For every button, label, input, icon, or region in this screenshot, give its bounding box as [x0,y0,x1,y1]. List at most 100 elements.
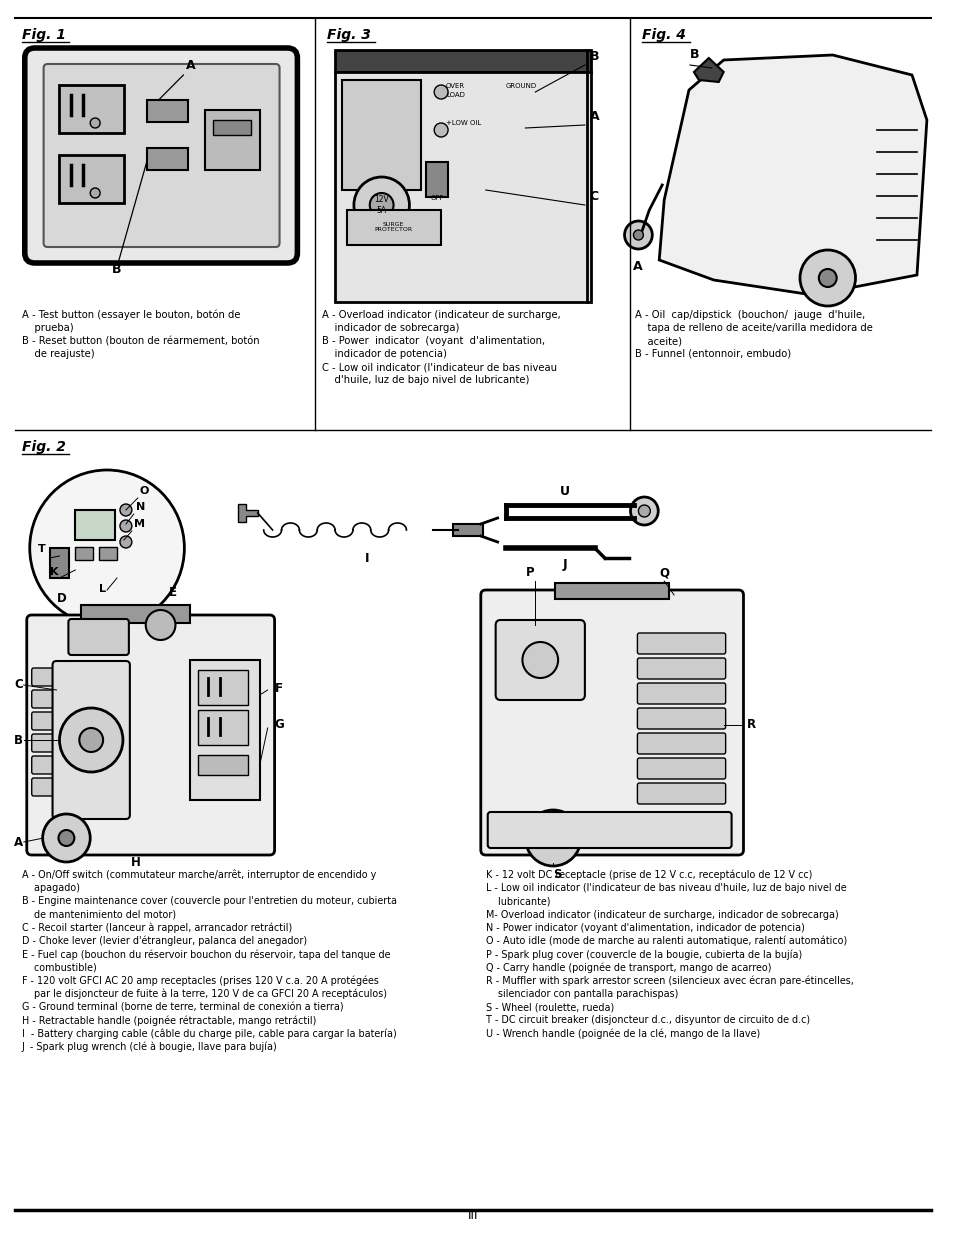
FancyBboxPatch shape [637,708,725,729]
Bar [213,120,251,135]
FancyBboxPatch shape [637,634,725,655]
Text: D - Choke lever (levier d'étrangleur, palanca del anegador): D - Choke lever (levier d'étrangleur, pa… [22,936,307,946]
Circle shape [624,221,652,249]
Text: indicador de sobrecarga): indicador de sobrecarga) [322,324,459,333]
Text: G: G [274,719,284,731]
Text: tapa de relleno de aceite/varilla medidora de: tapa de relleno de aceite/varilla medido… [635,324,872,333]
FancyBboxPatch shape [27,615,274,855]
FancyBboxPatch shape [487,811,731,848]
Text: iii: iii [467,1209,477,1221]
Text: 12V
5A: 12V 5A [374,195,389,215]
Text: A - Test button (essayer le bouton, botón de: A - Test button (essayer le bouton, botó… [22,310,240,321]
Bar [59,85,124,133]
Text: E - Fuel cap (bouchon du réservoir bouchon du réservoir, tapa del tanque de: E - Fuel cap (bouchon du réservoir bouch… [22,950,390,960]
Circle shape [59,708,123,772]
Text: R: R [745,719,755,731]
Text: F: F [274,682,282,694]
Bar [555,583,668,599]
Circle shape [58,830,74,846]
Polygon shape [659,56,926,295]
Text: silenciador con pantalla parachispas): silenciador con pantalla parachispas) [485,989,678,999]
Circle shape [91,188,100,198]
Text: B - Reset button (bouton de réarmement, botón: B - Reset button (bouton de réarmement, … [22,336,259,346]
Text: A: A [186,59,195,72]
Bar [198,671,248,705]
Bar [191,659,259,800]
Text: B: B [14,734,23,746]
FancyBboxPatch shape [25,48,297,263]
Bar [198,755,248,776]
Text: H: H [131,856,141,868]
FancyBboxPatch shape [69,619,129,655]
Text: A - On/Off switch (commutateur marche/arrêt, interruptor de encendido y: A - On/Off switch (commutateur marche/ar… [22,869,375,881]
Text: A: A [14,836,23,848]
Text: L - Low oil indicator (l'indicateur de bas niveau d'huile, luz de bajo nivel de: L - Low oil indicator (l'indicateur de b… [485,883,845,893]
Text: S - Wheel (roulette, rueda): S - Wheel (roulette, rueda) [485,1002,614,1011]
Text: L: L [99,584,106,594]
Bar [205,110,259,170]
Text: A: A [632,261,641,273]
Text: prueba): prueba) [22,324,73,333]
Text: H - Retractable handle (poignée rétractable, mango retráctil): H - Retractable handle (poignée rétracta… [22,1015,315,1026]
Text: GROUND: GROUND [505,83,537,89]
FancyBboxPatch shape [637,658,725,679]
Circle shape [146,610,175,640]
FancyBboxPatch shape [637,683,725,704]
Text: combustible): combustible) [22,962,96,972]
Circle shape [434,85,448,99]
Text: par le disjoncteur de fuite à la terre, 120 V de ca GFCI 20 A receptáculos): par le disjoncteur de fuite à la terre, … [22,989,386,999]
FancyBboxPatch shape [52,661,130,819]
Text: indicador de potencia): indicador de potencia) [322,350,447,359]
Text: aceite): aceite) [635,336,681,346]
FancyBboxPatch shape [31,756,53,774]
Text: I: I [364,552,369,564]
Bar [341,80,421,190]
Bar [50,548,70,578]
Text: D: D [56,592,66,604]
Text: apagado): apagado) [22,883,80,893]
Text: S: S [553,868,561,882]
Text: P - Spark plug cover (couvercle de la bougie, cubierta de la bujía): P - Spark plug cover (couvercle de la bo… [485,950,801,960]
Bar [335,72,590,303]
Bar [99,547,117,559]
Text: LOAD: LOAD [446,91,464,98]
Text: P: P [525,567,534,579]
FancyBboxPatch shape [637,734,725,755]
Text: R - Muffler with spark arrestor screen (silencieux avec écran pare-étincelles,: R - Muffler with spark arrestor screen (… [485,976,853,986]
FancyBboxPatch shape [44,64,279,247]
FancyBboxPatch shape [31,690,53,708]
Text: T: T [37,543,46,555]
Text: O: O [140,487,149,496]
Polygon shape [237,504,257,522]
Bar [75,547,93,559]
Circle shape [525,810,580,866]
Circle shape [800,249,855,306]
Text: Fig. 4: Fig. 4 [641,28,685,42]
Bar [453,524,482,536]
Text: C - Recoil starter (lanceur à rappel, arrancador retráctil): C - Recoil starter (lanceur à rappel, ar… [22,923,292,934]
Text: K - 12 volt DC receptacle (prise de 12 V c.c, receptáculo de 12 V cc): K - 12 volt DC receptacle (prise de 12 V… [485,869,811,881]
FancyBboxPatch shape [637,758,725,779]
Circle shape [370,193,394,217]
Text: U: U [559,485,570,498]
Text: C: C [14,678,23,692]
Text: N - Power indicator (voyant d'alimentation, indicador de potencia): N - Power indicator (voyant d'alimentati… [485,923,803,932]
Text: T - DC circuit breaker (disjoncteur d.c., disyuntor de circuito de d.c): T - DC circuit breaker (disjoncteur d.c.… [485,1015,809,1025]
Circle shape [91,119,100,128]
Text: I  - Battery charging cable (câble du charge pile, cable para cargar la batería): I - Battery charging cable (câble du cha… [22,1029,396,1039]
FancyBboxPatch shape [31,668,53,685]
Circle shape [522,642,558,678]
Text: de reajuste): de reajuste) [22,350,94,359]
Circle shape [120,536,132,548]
Bar [147,100,188,122]
FancyBboxPatch shape [480,590,742,855]
FancyBboxPatch shape [31,713,53,730]
Text: M- Overload indicator (indicateur de surcharge, indicador de sobrecarga): M- Overload indicator (indicateur de sur… [485,910,838,920]
Text: Fig. 3: Fig. 3 [327,28,371,42]
Text: J  - Spark plug wrench (clé à bougie, llave para bujía): J - Spark plug wrench (clé à bougie, lla… [22,1041,277,1052]
Text: B: B [589,49,598,63]
Bar [147,148,188,170]
Bar [75,510,115,540]
Circle shape [79,727,103,752]
Text: +LOW OIL: +LOW OIL [446,120,481,126]
